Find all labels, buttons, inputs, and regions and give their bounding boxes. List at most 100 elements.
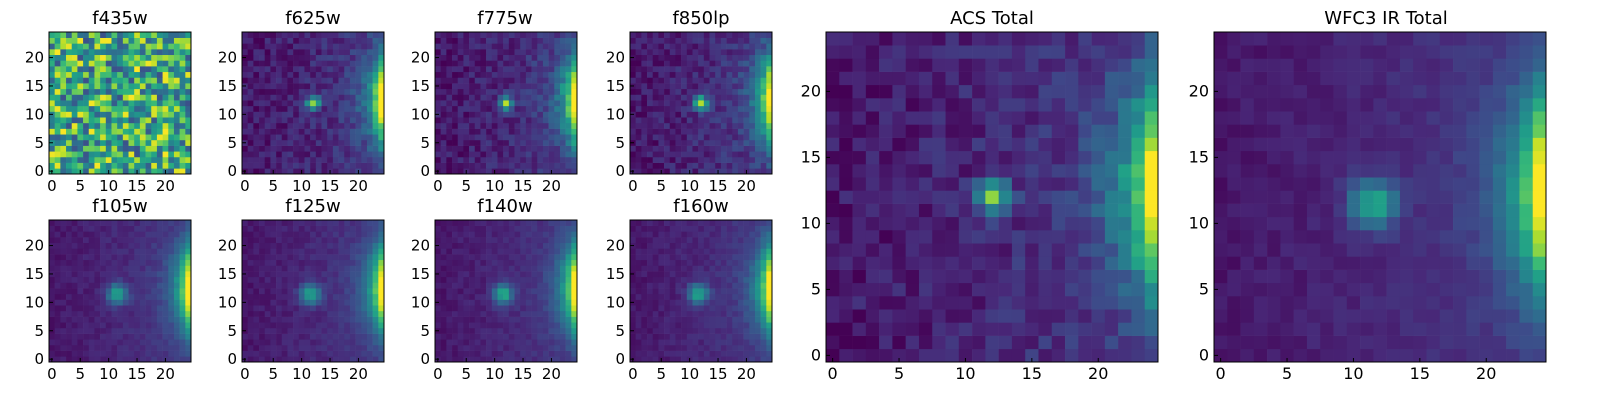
heatmap-cell xyxy=(373,277,379,283)
heatmap-cell xyxy=(270,140,276,146)
heatmap-cell xyxy=(111,237,117,243)
heatmap-cell xyxy=(134,311,140,317)
heatmap-cell xyxy=(344,277,350,283)
heatmap-cell xyxy=(361,94,367,100)
heatmap-cell xyxy=(692,77,698,83)
heatmap-cell xyxy=(520,134,526,140)
heatmap-cell xyxy=(242,294,248,300)
heatmap-cell xyxy=(270,339,276,345)
heatmap-cell xyxy=(526,106,532,112)
y-tick-label: 15 xyxy=(218,77,237,95)
heatmap-cell xyxy=(310,265,316,271)
heatmap-cell xyxy=(89,317,95,323)
heatmap-cell xyxy=(248,55,254,61)
heatmap-cell xyxy=(140,106,146,112)
heatmap-cell xyxy=(180,237,186,243)
heatmap-cell xyxy=(738,117,744,123)
y-tick-label: 5 xyxy=(420,134,430,152)
heatmap-cell xyxy=(299,89,305,95)
heatmap-cell xyxy=(463,157,469,163)
heatmap-cell xyxy=(526,237,532,243)
heatmap-cell xyxy=(766,140,772,146)
heatmap-cell xyxy=(503,112,509,118)
heatmap-cell xyxy=(344,94,350,100)
heatmap-cell xyxy=(738,32,744,38)
heatmap-cell xyxy=(146,300,152,306)
heatmap-cell xyxy=(253,123,259,129)
heatmap-cell xyxy=(761,311,767,317)
heatmap-cell xyxy=(185,237,191,243)
heatmap-cell xyxy=(55,60,61,66)
heatmap-cell xyxy=(361,282,367,288)
heatmap-cell xyxy=(732,106,738,112)
heatmap-cell xyxy=(710,94,716,100)
heatmap-cell xyxy=(480,106,486,112)
heatmap-cell xyxy=(480,60,486,66)
heatmap-cell xyxy=(333,220,339,226)
heatmap-cell xyxy=(111,254,117,260)
heatmap-cell xyxy=(761,305,767,311)
heatmap-cell xyxy=(543,294,549,300)
y-tick-label: 15 xyxy=(411,77,430,95)
heatmap-cell xyxy=(72,77,78,83)
heatmap-cell xyxy=(157,140,163,146)
heatmap-cell xyxy=(486,226,492,232)
heatmap-cell xyxy=(259,134,265,140)
heatmap-cell xyxy=(163,294,169,300)
heatmap-cell xyxy=(253,328,259,334)
heatmap-cell xyxy=(322,60,328,66)
heatmap-cell xyxy=(715,112,721,118)
heatmap-cell xyxy=(276,237,282,243)
heatmap-cell xyxy=(151,231,157,237)
heatmap-cell xyxy=(248,117,254,123)
heatmap-cell xyxy=(732,351,738,357)
heatmap-cell xyxy=(248,243,254,249)
heatmap-cell xyxy=(157,151,163,157)
heatmap-cell xyxy=(532,248,538,254)
heatmap-cell xyxy=(129,129,135,135)
heatmap-cells xyxy=(630,32,772,174)
heatmap-cell xyxy=(310,168,316,174)
heatmap-cell xyxy=(658,38,664,44)
heatmap-cell xyxy=(316,277,322,283)
heatmap-cell xyxy=(537,112,543,118)
heatmap-cell xyxy=(658,163,664,169)
heatmap-cell xyxy=(710,168,716,174)
heatmap-cell xyxy=(66,77,72,83)
heatmap-cell xyxy=(543,151,549,157)
heatmap-cell xyxy=(378,317,384,323)
heatmap-cell xyxy=(727,83,733,89)
heatmap-cell xyxy=(560,356,566,362)
heatmap-cell xyxy=(304,134,310,140)
heatmap-cell xyxy=(497,288,503,294)
heatmap-cell xyxy=(72,89,78,95)
heatmap-cell xyxy=(566,117,572,123)
heatmap-cell xyxy=(333,226,339,232)
heatmap-cell xyxy=(157,38,163,44)
heatmap-cell xyxy=(180,60,186,66)
heatmap-cell xyxy=(49,248,55,254)
heatmap-cell xyxy=(327,66,333,72)
heatmap-cell xyxy=(543,117,549,123)
heatmap-cell xyxy=(560,66,566,72)
heatmap-cell xyxy=(641,134,647,140)
heatmap-cell xyxy=(356,243,362,249)
heatmap-cell xyxy=(704,168,710,174)
heatmap-cell xyxy=(140,32,146,38)
heatmap-cell xyxy=(60,345,66,351)
heatmap-cell xyxy=(248,351,254,357)
heatmap-cell xyxy=(168,140,174,146)
heatmap-cell xyxy=(755,271,761,277)
heatmap-cell xyxy=(681,55,687,61)
heatmap-cell xyxy=(486,322,492,328)
heatmap-cell xyxy=(749,89,755,95)
heatmap-cell xyxy=(356,322,362,328)
heatmap-cell xyxy=(94,300,100,306)
heatmap-cell xyxy=(446,106,452,112)
heatmap-cell xyxy=(327,100,333,106)
heatmap-cell xyxy=(123,254,129,260)
heatmap-cell xyxy=(66,288,72,294)
heatmap-cell xyxy=(446,356,452,362)
heatmap-cell xyxy=(537,243,543,249)
heatmap-cell xyxy=(532,117,538,123)
